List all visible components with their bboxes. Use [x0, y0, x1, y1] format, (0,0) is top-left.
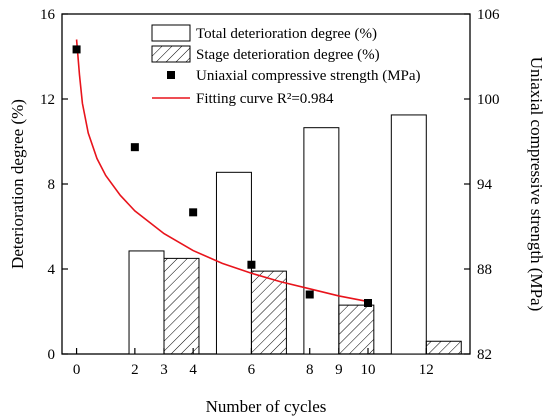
x-tick-label: 6: [248, 362, 256, 378]
y-right-tick-label: 88: [477, 262, 492, 278]
fitting-curve-group: [75, 39, 369, 303]
ucs-point: [305, 290, 314, 299]
stage-bar: [163, 257, 200, 355]
legend-swatch-stage: [151, 45, 191, 63]
stage-deterioration-bars: [163, 257, 462, 355]
fitting-curve: [75, 39, 369, 303]
legend-label-stage: Stage deterioration degree (%): [196, 47, 380, 63]
x-axis: 0 2 3 4 6 8 9 10 12: [73, 348, 434, 378]
ucs-point: [364, 299, 372, 307]
legend-swatch-total: [151, 24, 191, 42]
stage-bar: [338, 304, 375, 355]
x-tick-label: 3: [160, 362, 168, 378]
y-left-tick-label: 0: [48, 347, 56, 363]
y-axis-right-title: Uniaxial compressive strength (MPa): [527, 57, 546, 311]
x-tick-label: 8: [306, 362, 314, 378]
ucs-point: [189, 208, 198, 217]
y-left-tick-label: 8: [48, 177, 56, 193]
x-tick-label: 12: [419, 362, 434, 378]
legend-label-total: Total deterioration degree (%): [196, 26, 377, 42]
x-tick-label: 4: [189, 362, 197, 378]
legend-label-fit: Fitting curve R²=0.984: [196, 91, 334, 107]
stage-bar: [425, 340, 462, 355]
ucs-point: [72, 45, 81, 54]
total-bar: [128, 250, 165, 355]
y-left-tick-label: 16: [40, 7, 56, 23]
y-right-tick-label: 94: [477, 177, 493, 193]
ucs-points: [72, 45, 372, 307]
legend-marker-ucs: [167, 71, 175, 79]
total-bar: [390, 114, 427, 355]
x-tick-label: 10: [361, 362, 376, 378]
y-right-tick-label: 106: [477, 7, 500, 23]
y-axis-right: 82 88 94 100 106: [464, 7, 500, 363]
y-right-tick-label: 82: [477, 347, 492, 363]
x-tick-label: 0: [73, 362, 81, 378]
total-bar: [303, 127, 340, 355]
y-left-tick-label: 12: [40, 92, 55, 108]
y-right-tick-label: 100: [477, 92, 500, 108]
x-tick-label: 2: [131, 362, 139, 378]
ucs-point: [247, 260, 256, 269]
y-axis-left: 0 4 8 12 16: [40, 7, 68, 363]
legend: Total deterioration degree (%) Stage det…: [151, 24, 421, 107]
legend-label-ucs: Uniaxial compressive strength (MPa): [196, 68, 421, 84]
y-left-tick-label: 4: [48, 262, 56, 278]
y-axis-left-title: Deterioration degree (%): [8, 99, 27, 269]
ucs-point: [130, 143, 139, 152]
stage-bar: [250, 270, 287, 355]
x-axis-title: Number of cycles: [206, 397, 327, 416]
x-tick-label: 9: [335, 362, 343, 378]
